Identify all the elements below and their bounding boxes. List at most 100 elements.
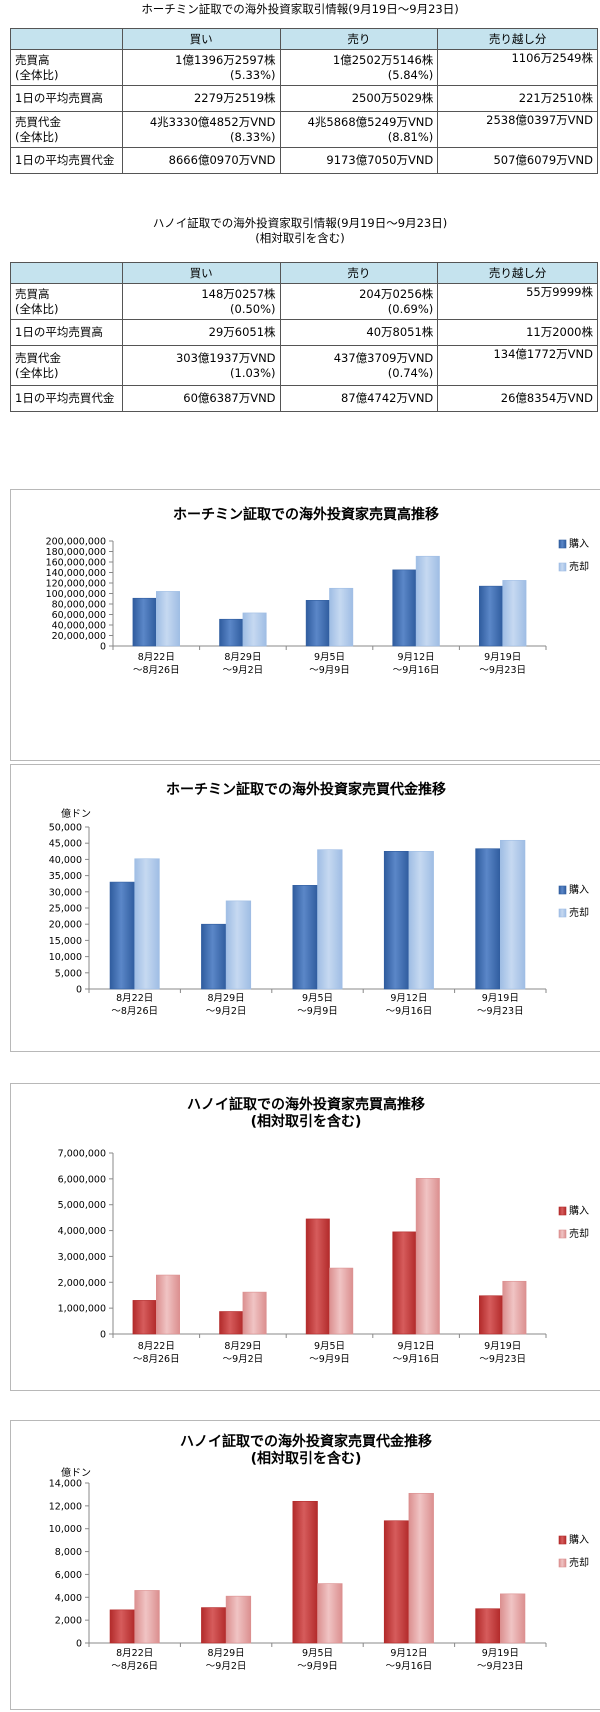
y-tick-label: 7,000,000 <box>58 1149 106 1160</box>
bar-sell <box>408 1492 434 1644</box>
hcm-table-title: ホーチミン証取での海外投資家取引情報(9月19日〜9月23日) <box>141 2 459 16</box>
legend-swatch <box>558 562 567 572</box>
net-cell: 134億1772万VND <box>437 345 598 386</box>
hanoi-volume-chart-svg: ハノイ証取での海外投資家売買高推移(相対取引を含む) 0 1,000,000 2,00… <box>58 1096 589 1365</box>
x-tick-label: 8月22日 <box>116 993 153 1004</box>
bar-buy <box>132 597 157 647</box>
y-axis-unit-label: 億ドン <box>61 1466 91 1479</box>
row-label: 売買高 (全体比) <box>10 283 123 320</box>
y-tick-label: 3,000,000 <box>58 1252 106 1263</box>
legend-label: 購入 <box>569 537 589 550</box>
legend-label: 売却 <box>569 560 589 573</box>
hcm-info-table: 買い 売り 売り越し分 売買高 (全体比) 1億1396万2597株 (5.33%)… <box>10 28 598 174</box>
x-tick-label: 〜9月9日 <box>297 1006 338 1017</box>
bar-sell <box>408 851 434 990</box>
bar-buy <box>479 1295 503 1335</box>
net-cell: 507億6079万VND <box>437 147 598 174</box>
x-tick-label: 〜9月2日 <box>206 1006 247 1017</box>
bar-buy <box>132 1300 157 1335</box>
hanoi-value-chart: ハノイ証取での海外投資家売買代金推移 (相対取引を含む) 億ドン 0 2,000 4,00… <box>10 1420 600 1710</box>
sell-cell: 40万8051株 <box>279 319 439 346</box>
y-tick-label: 20,000 <box>49 920 82 931</box>
x-tick-label: 〜9月9日 <box>297 1661 338 1672</box>
bar-sell <box>242 1291 267 1335</box>
table-row: 1日の平均売買代金 8666億0970万VND 9173億7050万VND 50… <box>10 147 598 174</box>
x-tick-label: 〜9月23日 <box>479 665 526 676</box>
hanoi-table-title: ハノイ証取での海外投資家取引情報(9月19日〜9月23日) <box>152 216 448 230</box>
row-label: 1日の平均売買代金 <box>10 147 123 174</box>
buy-cell: 1億1396万2597株 (5.33%) <box>121 49 281 86</box>
hcm-volume-chart-svg: ホーチミン証取での海外投資家売買高推移 020,000,00040,000,000… <box>46 506 589 676</box>
x-tick-label: 8月29日 <box>208 993 245 1004</box>
x-tick-label: 〜9月23日 <box>479 1354 526 1365</box>
bar-sell <box>499 1593 526 1644</box>
y-tick-label: 40,000,000 <box>52 621 106 632</box>
bar-buy <box>109 881 136 990</box>
y-tick-label: 200,000,000 <box>46 537 106 548</box>
x-tick-label: 〜9月2日 <box>206 1661 247 1672</box>
x-tick-label: 〜8月26日 <box>133 1354 180 1365</box>
bar-sell <box>329 1267 354 1335</box>
x-tick-label: 9月5日 <box>314 1341 345 1352</box>
y-tick-label: 8,000 <box>55 1547 82 1558</box>
bar-sell <box>415 555 440 647</box>
x-tick-label: 8月22日 <box>116 1648 153 1659</box>
buy-cell: 29万6051株 <box>121 319 281 346</box>
y-tick-label: 140,000,000 <box>46 568 106 579</box>
x-tick-label: 9月19日 <box>482 1648 519 1659</box>
header-cell: 売り越し分 <box>437 28 598 50</box>
x-tick-label: 9月19日 <box>484 652 521 663</box>
header-cell: 買い <box>121 28 281 50</box>
net-cell: 55万9999株 <box>437 283 598 320</box>
x-tick-label: 9月19日 <box>482 993 519 1004</box>
table-row: 売買高 (全体比) 148万0257株 (0.50%) 204万0256株 (0.69… <box>10 283 598 320</box>
row-label: 1日の平均売買代金 <box>10 385 123 412</box>
chart-subtitle: (相対取引を含む) <box>251 1113 362 1130</box>
x-tick-label: 9月5日 <box>302 1648 333 1659</box>
x-tick-label: 9月12日 <box>390 1648 427 1659</box>
x-tick-label: 8月22日 <box>138 1341 175 1352</box>
y-tick-label: 100,000,000 <box>46 589 106 600</box>
header-cell <box>10 262 123 284</box>
x-tick-label: 〜9月9日 <box>309 665 350 676</box>
bar-buy <box>383 1520 410 1644</box>
bar-buy <box>475 1608 501 1644</box>
bar-buy <box>475 848 501 990</box>
y-tick-label: 60,000,000 <box>52 610 106 621</box>
x-tick-label: 〜9月9日 <box>309 1354 350 1365</box>
table-row: 売買代金 (全体比) 4兆3330億4852万VND (8.33%) 4兆5868億… <box>10 111 598 148</box>
bar-sell <box>225 900 252 990</box>
chart-subtitle: (相対取引を含む) <box>251 1450 362 1467</box>
x-tick-label: 〜9月23日 <box>477 1661 524 1672</box>
buy-cell: 303億1937万VND (1.03%) <box>121 345 281 386</box>
bar-sell <box>502 580 527 647</box>
header-cell <box>10 28 123 50</box>
net-cell: 1106万2549株 <box>437 49 598 86</box>
net-cell: 221万2510株 <box>437 85 598 112</box>
table-row: 売買高 (全体比) 1億1396万2597株 (5.33%) 1億2502万5146… <box>10 49 598 86</box>
legend-swatch <box>558 539 567 549</box>
sell-cell: 204万0256株 (0.69%) <box>279 283 439 320</box>
header-cell: 買い <box>121 262 281 284</box>
sell-cell: 1億2502万5146株 (5.84%) <box>279 49 439 86</box>
chart-title: ハノイ証取での海外投資家売買高推移 <box>187 1096 425 1113</box>
header-cell: 売り <box>279 262 439 284</box>
row-label: 売買高 (全体比) <box>10 49 123 86</box>
y-tick-label: 1,000,000 <box>58 1304 106 1315</box>
sell-cell: 4兆5868億5249万VND (8.81%) <box>279 111 439 148</box>
x-tick-label: 8月29日 <box>208 1648 245 1659</box>
row-label: 売買代金 (全体比) <box>10 345 123 386</box>
y-tick-label: 2,000 <box>55 1616 82 1627</box>
row-label: 売買代金 (全体比) <box>10 111 123 148</box>
legend-swatch <box>558 1229 567 1239</box>
table-row: 1日の平均売買高 29万6051株 40万8051株 11万2000株 <box>10 319 598 346</box>
x-tick-label: 〜9月2日 <box>223 665 264 676</box>
y-tick-label: 5,000,000 <box>58 1200 106 1211</box>
bar-buy <box>479 585 503 647</box>
net-cell: 26億8354万VND <box>437 385 598 412</box>
y-tick-label: 10,000 <box>49 952 82 963</box>
hanoi-table-subtitle: (相対取引を含む) <box>255 231 345 245</box>
legend-swatch <box>558 1206 567 1216</box>
bar-buy <box>109 1609 136 1644</box>
